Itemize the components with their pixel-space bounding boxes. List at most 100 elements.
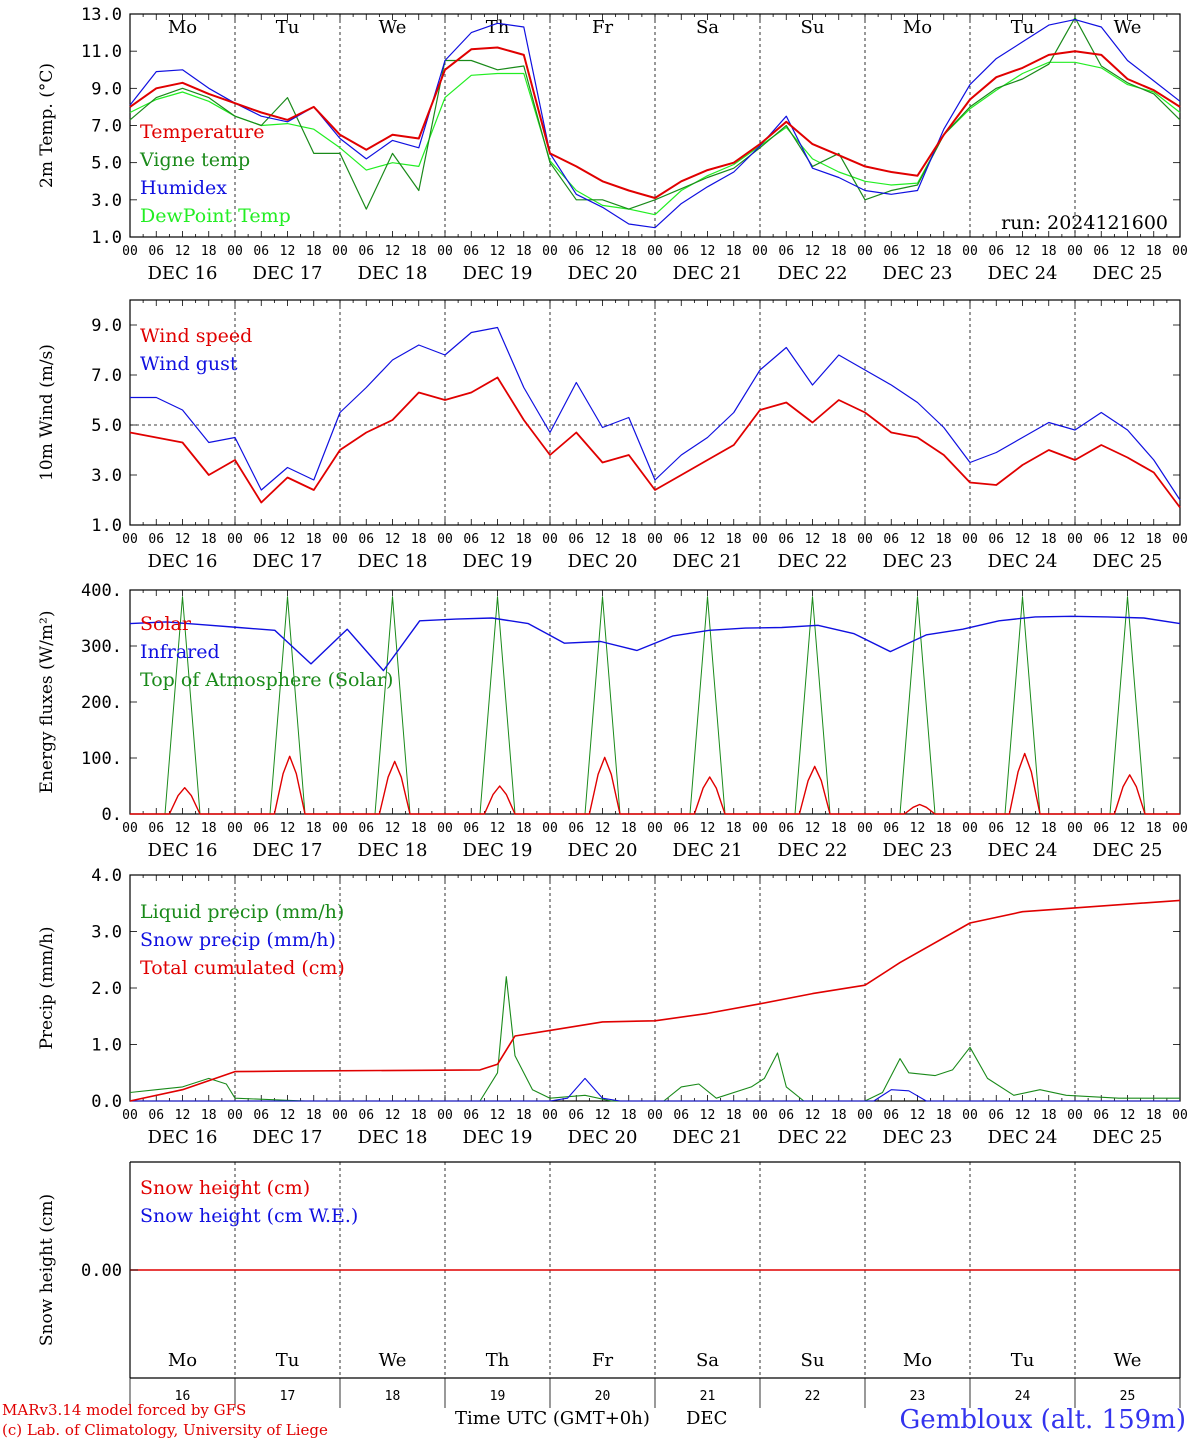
x-hour-tick: 00: [1067, 532, 1083, 547]
x-hour-tick: 00: [437, 821, 453, 836]
day-number-label: 20: [595, 1389, 611, 1404]
legend-entry: Total cumulated (cm): [140, 957, 345, 979]
x-hour-tick: 00: [857, 532, 873, 547]
x-hour-tick: 18: [831, 821, 847, 836]
x-hour-tick: 06: [148, 244, 164, 259]
x-date-label: DEC 18: [358, 263, 428, 284]
x-hour-tick: 18: [831, 532, 847, 547]
x-hour-tick: 00: [332, 821, 348, 836]
precip-series-line: [130, 1077, 1180, 1102]
x-hour-tick: 00: [752, 821, 768, 836]
day-number-label: 24: [1015, 1389, 1031, 1404]
x-hour-tick: 00: [122, 244, 138, 259]
legend-entry: Snow height (cm W.E.): [140, 1205, 358, 1227]
x-hour-tick: 06: [1093, 244, 1109, 259]
solar-series-line: [130, 752, 1180, 815]
x-hour-tick: 12: [490, 244, 506, 259]
y-tick-label: 9.0: [91, 79, 122, 99]
x-hour-tick: 18: [201, 821, 217, 836]
x-hour-tick: 00: [1172, 821, 1188, 836]
x-hour-tick: 00: [332, 532, 348, 547]
x-hour-tick: 12: [175, 244, 191, 259]
x-hour-tick: 06: [358, 1108, 374, 1123]
weekday-label: Fr: [592, 17, 613, 38]
x-hour-tick: 00: [437, 532, 453, 547]
x-hour-tick: 06: [463, 532, 479, 547]
x-date-label: DEC 22: [778, 551, 848, 572]
x-hour-tick: 18: [621, 244, 637, 259]
x-hour-tick: 06: [883, 1108, 899, 1123]
x-date-label: DEC 16: [148, 263, 218, 284]
x-hour-tick: 12: [805, 1108, 821, 1123]
x-hour-tick: 06: [778, 821, 794, 836]
x-hour-tick: 06: [568, 1108, 584, 1123]
x-hour-tick: 00: [857, 1108, 873, 1123]
y-tick-label: 5.0: [91, 416, 122, 436]
wind-series-line: [129, 376, 1181, 509]
x-hour-tick: 00: [542, 244, 558, 259]
x-date-label: DEC 16: [148, 840, 218, 861]
x-hour-tick: 18: [516, 821, 532, 836]
x-date-label: DEC 23: [883, 840, 953, 861]
x-hour-tick: 18: [201, 244, 217, 259]
x-hour-tick: 06: [883, 244, 899, 259]
x-hour-tick: 06: [358, 532, 374, 547]
x-date-label: DEC 23: [883, 263, 953, 284]
y-tick-label: 300.: [81, 637, 122, 657]
x-hour-tick: 00: [1067, 244, 1083, 259]
x-hour-tick: 00: [752, 1108, 768, 1123]
x-hour-tick: 18: [306, 821, 322, 836]
legend-entry: Solar: [140, 613, 192, 635]
y-tick-label: 9.0: [91, 316, 122, 336]
x-date-label: DEC 21: [673, 551, 743, 572]
x-hour-tick: 18: [306, 244, 322, 259]
x-hour-tick: 06: [463, 821, 479, 836]
x-hour-tick: 12: [1015, 532, 1031, 547]
legend-entry: Wind speed: [140, 325, 252, 347]
weekday-label: Th: [486, 1350, 510, 1371]
x-hour-tick: 06: [253, 821, 269, 836]
x-hour-tick: 12: [700, 821, 716, 836]
x-date-label: DEC 17: [253, 263, 323, 284]
x-hour-tick: 18: [411, 532, 427, 547]
x-hour-tick: 18: [201, 532, 217, 547]
x-hour-tick: 06: [568, 244, 584, 259]
x-hour-tick: 12: [700, 532, 716, 547]
x-hour-tick: 12: [175, 532, 191, 547]
legend-entry: Infrared: [140, 641, 220, 663]
x-hour-tick: 00: [752, 532, 768, 547]
weekday-label: Mo: [168, 17, 197, 38]
x-hour-tick: 18: [621, 821, 637, 836]
x-hour-tick: 00: [227, 244, 243, 259]
x-hour-tick: 00: [1172, 532, 1188, 547]
x-hour-tick: 18: [516, 1108, 532, 1123]
x-date-label: DEC 23: [883, 1127, 953, 1148]
day-number-label: 22: [805, 1389, 821, 1404]
x-hour-tick: 12: [595, 821, 611, 836]
x-hour-tick: 18: [411, 821, 427, 836]
x-hour-tick: 06: [883, 821, 899, 836]
x-hour-tick: 00: [962, 532, 978, 547]
x-hour-tick: 00: [227, 532, 243, 547]
x-hour-tick: 06: [1093, 1108, 1109, 1123]
x-hour-tick: 06: [988, 1108, 1004, 1123]
x-hour-tick: 18: [1041, 1108, 1057, 1123]
y-tick-label: 5.0: [91, 154, 122, 174]
y-tick-label: 3.0: [91, 191, 122, 211]
x-hour-tick: 12: [385, 1108, 401, 1123]
x-date-label: DEC 19: [463, 840, 533, 861]
x-hour-tick: 18: [1146, 1108, 1162, 1123]
x-hour-tick: 00: [962, 1108, 978, 1123]
x-hour-tick: 06: [358, 821, 374, 836]
x-hour-tick: 12: [280, 821, 296, 836]
x-hour-tick: 18: [516, 532, 532, 547]
x-hour-tick: 06: [778, 244, 794, 259]
y-tick-label: 100.: [81, 749, 122, 769]
x-hour-tick: 12: [280, 244, 296, 259]
y-tick-label: 1.0: [91, 1036, 122, 1056]
x-date-label: DEC 21: [673, 840, 743, 861]
legend-entry: Snow precip (mm/h): [140, 929, 336, 951]
x-date-label: DEC 18: [358, 840, 428, 861]
x-hour-tick: 12: [910, 244, 926, 259]
temp-series-line: [129, 17, 1181, 210]
